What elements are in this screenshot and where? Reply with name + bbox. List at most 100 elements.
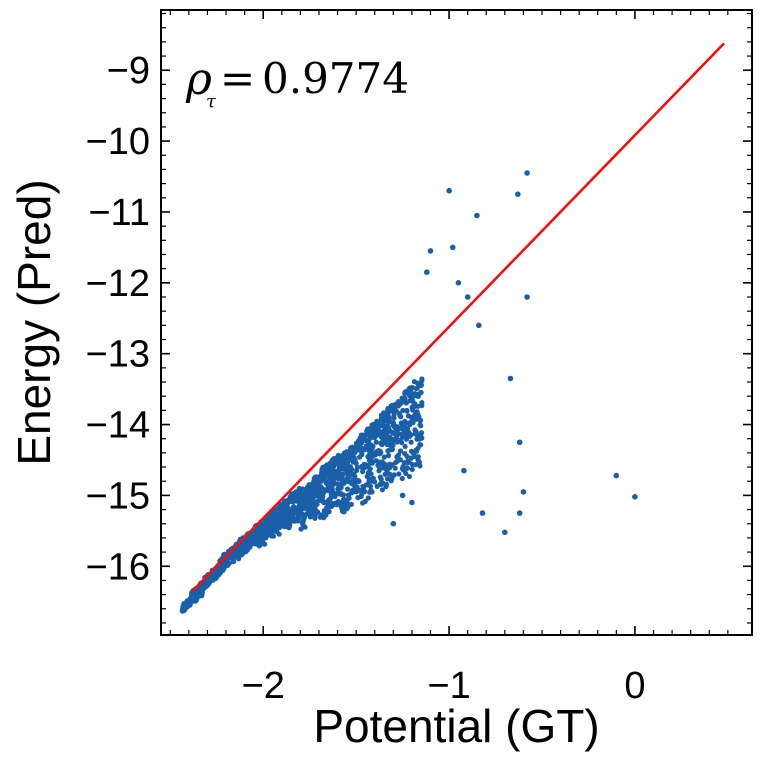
data-point [358,452,365,458]
data-point [524,170,530,176]
data-point [392,465,398,471]
data-point [391,472,397,478]
data-point [394,426,400,432]
data-point [327,470,333,476]
data-point [236,549,242,555]
data-point [283,516,289,522]
data-point [289,518,295,524]
data-point [399,475,405,482]
data-point [402,443,408,450]
data-point [345,486,351,492]
data-point [261,535,267,541]
data-point [379,442,385,448]
data-point [343,477,349,483]
data-point [384,476,391,482]
data-point [383,481,390,487]
data-point [367,436,373,442]
data-point [476,322,482,329]
data-point [263,529,269,535]
data-point [322,509,328,515]
data-point [366,431,372,437]
x-tick-label: −2 [242,665,285,707]
data-point [346,495,352,501]
data-point [399,439,405,446]
data-point [419,378,425,384]
data-point [404,460,410,466]
data-point [369,445,375,452]
data-point [418,382,424,389]
data-point [413,416,419,422]
data-point [304,491,310,497]
data-point [382,471,388,477]
data-point [524,294,530,300]
data-point [317,514,323,520]
data-point [239,546,245,552]
data-point [365,495,371,501]
data-point [365,447,371,453]
data-point [380,422,386,428]
data-point [300,499,306,505]
data-point [331,478,337,484]
data-point [349,490,355,496]
data-point [269,528,275,535]
data-point [396,471,402,477]
data-point [300,512,306,518]
data-point [383,416,389,423]
data-point [240,550,246,556]
data-point [381,454,387,460]
data-point [366,469,372,475]
x-tick-label: −1 [427,665,470,707]
data-point [267,518,273,524]
data-point [277,504,283,510]
data-point [277,509,283,515]
data-point [417,442,423,448]
data-point [474,212,480,219]
data-point [338,503,344,509]
data-point [396,411,402,417]
data-point [632,494,638,500]
data-point [219,562,226,569]
data-point [409,499,415,506]
data-point [289,493,295,500]
y-tick-label: −10 [86,121,150,163]
y-tick-label: −12 [86,263,150,305]
data-point [349,479,356,485]
data-point [387,461,393,467]
data-point [301,523,307,529]
y-tick-label: −11 [88,192,150,234]
data-point [418,423,424,429]
data-point [389,441,396,448]
data-point [236,556,242,562]
data-point [358,435,364,441]
data-point [309,488,315,494]
data-point [410,393,417,399]
data-point [313,510,319,516]
data-point [376,468,382,474]
data-point [321,474,327,480]
data-point [356,478,362,484]
data-point [342,454,348,460]
data-point [398,400,405,406]
data-point [516,510,523,516]
data-point [378,415,384,421]
y-axis-title: Energy (Pred) [8,179,60,465]
correlation-annotation: ρ τ = 0.9774 [185,54,409,112]
data-point [318,478,324,484]
data-point [341,450,348,456]
data-point [252,537,258,543]
data-point [325,481,331,487]
data-point [411,379,417,385]
data-point [345,504,351,511]
data-point [377,474,383,480]
data-point [410,407,416,413]
data-point [374,448,380,454]
data-point [461,467,467,474]
data-point [427,248,434,254]
data-point [412,462,418,468]
y-tick-label: −9 [107,50,150,92]
data-point [446,187,452,194]
data-point [360,484,367,490]
data-point [350,459,356,465]
data-point [408,455,414,461]
data-point [412,431,418,437]
